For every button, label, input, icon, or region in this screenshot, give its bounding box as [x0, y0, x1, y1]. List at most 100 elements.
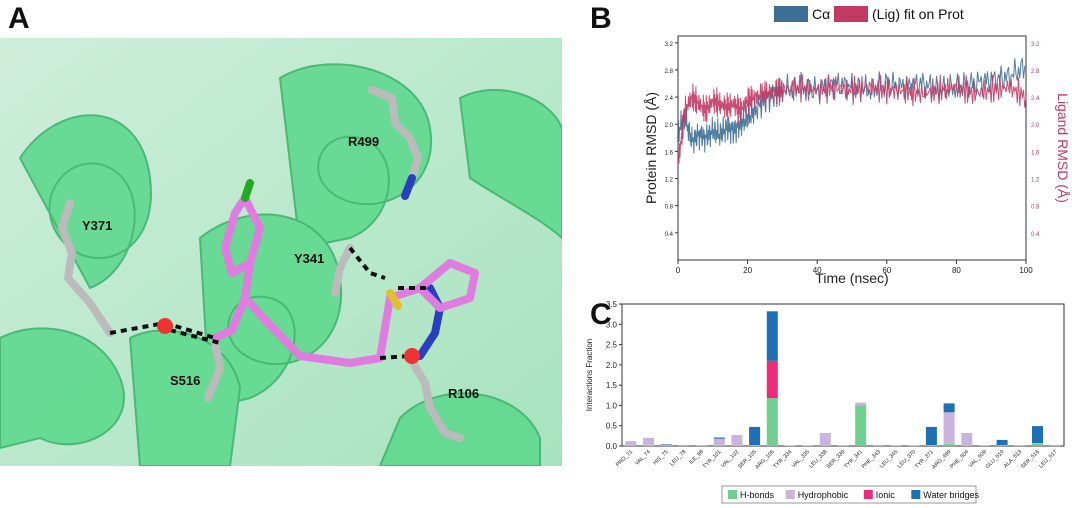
rmsd-y2-tick-label: 2.0	[1031, 123, 1040, 129]
bar-leu-338-hydrophobic	[819, 433, 831, 446]
sulfur-atom	[386, 289, 402, 310]
rmsd-x-tick-label: 0	[676, 266, 681, 275]
interactions-x-tick-label: LEU_517	[1038, 449, 1058, 469]
legend-label-h-bonds: H-bonds	[740, 490, 775, 500]
bar-tyr-101-hydrophobic	[713, 438, 725, 446]
interactions-y-tick-label: 0.5	[606, 422, 618, 431]
legend-swatch-h-bonds	[728, 490, 737, 499]
rmsd-y2-tick-label: 0.8	[1031, 205, 1040, 211]
interactions-x-tick-label: GLU_510	[985, 449, 1006, 470]
legend-swatch-ionic	[863, 490, 873, 499]
chlorine-atom	[241, 179, 254, 202]
panel-label-b: B	[590, 2, 612, 35]
water-molecule	[157, 318, 173, 334]
bar-his-75-water-bridges	[660, 444, 672, 446]
interactions-x-tick-label: PRO_71	[615, 449, 634, 468]
rmsd-y2-tick-label: 3.2	[1031, 42, 1040, 48]
panel-label-c: C	[590, 298, 612, 331]
bar-ala-513-hydrophobic	[1014, 445, 1026, 446]
bar-phe-343-hydrophobic	[872, 444, 884, 446]
rmsd-x-tick-label: 60	[882, 266, 891, 275]
rmsd-x-tick-label: 80	[952, 266, 961, 275]
bar-his-75-hydrophobic	[660, 445, 672, 446]
interactions-x-tick-label: VAL_74	[634, 449, 652, 467]
bar-arg-499-h-bonds	[943, 444, 955, 446]
interactions-y-tick-label: 1.0	[606, 401, 618, 410]
interactions-y-tick-label: 2.0	[606, 361, 618, 370]
interactions-x-tick-label: HIS_75	[652, 449, 669, 466]
legend-label-ionic: Ionic	[876, 490, 896, 500]
interactions-y-axis-label: Interactions Fraction	[585, 339, 594, 411]
rmsd-series-line-calpha	[677, 57, 1027, 154]
interactions-x-tick-label: SER_516	[1020, 449, 1041, 470]
bar-val-509-hydrophobic	[979, 445, 990, 446]
rmsd-y2-tick-label: 2.8	[1031, 69, 1040, 75]
legend-swatch-lig	[834, 6, 868, 22]
bar-val-74-hydrophobic	[643, 437, 654, 446]
rmsd-y-tick-label: 2.8	[665, 69, 674, 75]
rmsd-series	[677, 57, 1027, 164]
bar-tyr-341-h-bonds	[855, 405, 867, 446]
residue-label-r106: R106	[448, 386, 479, 401]
bar-ser-339-hydrophobic	[837, 445, 849, 446]
bar-ser-516-water-bridges	[1032, 426, 1043, 444]
rmsd-y-tick-label: 2.0	[665, 123, 674, 129]
rmsd-y-tick-label: 0.8	[665, 205, 674, 211]
residue-label-y341: Y341	[294, 251, 324, 266]
interactions-y-tick-label: 3.5	[606, 300, 618, 309]
rmsd-y-axis-label: Protein RMSD (Å)	[643, 92, 659, 204]
interactions-legend: H-bonds Hydrophobic Ionic Water bridges	[721, 485, 979, 504]
bar-ser-516-h-bonds	[1032, 444, 1043, 446]
rmsd-y2-tick-label: 1.2	[1031, 178, 1040, 184]
legend-swatch-calpha	[774, 6, 808, 22]
bar-tyr-371-hydrophobic	[925, 445, 937, 446]
interactions-y-tick-label: 1.5	[606, 381, 618, 390]
rmsd-legend: Cα (Lig) fit on Prot	[774, 6, 964, 22]
rmsd-axes: 0 20 40 60 80 100 0.4 0.4 0.8 0.8 1.2 1.2 1.6 1.6 2.0 2…	[665, 42, 1040, 275]
interactions-x-tick-label: ARG_106	[754, 449, 775, 470]
bar-tyr-371-water-bridges	[925, 426, 937, 446]
rmsd-y2-tick-label: 0.4	[1031, 232, 1040, 238]
rmsd-x-axis-label: Time (nsec)	[815, 270, 888, 286]
rmsd-y-tick-label: 3.2	[665, 42, 674, 48]
rmsd-x-tick-label: 100	[1019, 266, 1033, 275]
interactions-x-tick-label: TYR_101	[702, 449, 723, 470]
legend-swatch-hydrophobic	[785, 490, 795, 499]
bar-arg-106-water-bridges	[766, 311, 778, 361]
bar-tyr-341-hydrophobic	[855, 402, 867, 406]
legend-label-hydrophobic: Hydrophobic	[798, 490, 849, 500]
interactions-plot-frame	[621, 303, 1065, 447]
interactions-y-tick-label: 2.5	[606, 341, 618, 350]
rmsd-x-tick-label: 20	[743, 266, 752, 275]
rmsd-y2-axis-label: Ligand RMSD (Å)	[1055, 93, 1071, 203]
bar-ile-98-hydrophobic	[696, 445, 708, 446]
interactions-y-tick-label: 0.0	[606, 442, 618, 451]
interactions-y-tick-label: 3.0	[606, 320, 618, 329]
residue-sticks	[58, 86, 464, 442]
rmsd-y-tick-label: 1.6	[665, 150, 674, 156]
bar-arg-106-ionic	[766, 360, 778, 399]
bar-phe-504-hydrophobic	[961, 433, 973, 446]
bar-leu-517-hydrophobic	[1049, 444, 1061, 446]
bar-glu-510-hydrophobic	[996, 445, 1008, 446]
panel-label-a: A	[8, 2, 30, 35]
interactions-x-tick-label: LEU_78	[669, 449, 687, 467]
rmsd-plot-frame	[677, 35, 1027, 261]
rmsd-y2-tick-label: 1.6	[1031, 150, 1040, 156]
interactions-x-tick-label: SER_339	[826, 449, 847, 470]
helix-ribbons	[0, 63, 562, 466]
ligand-sticks	[211, 194, 479, 367]
rmsd-y-tick-label: 0.4	[665, 232, 674, 238]
bar-glu-510-water-bridges	[996, 439, 1008, 446]
interactions-x-tick-label: ILE_98	[688, 449, 705, 466]
interactions-x-tick-label: TYR_334	[773, 449, 794, 470]
bar-leu-78-hydrophobic	[678, 444, 690, 446]
rmsd-y2-tick-label: 2.4	[1031, 96, 1040, 102]
interactions-x-tick-label: PHE_504	[949, 449, 970, 470]
legend-swatch-water-bridges	[911, 490, 921, 499]
interactions-axes: 0.0 0.5 1.0 1.5 2.0 2.5 3.0 3.5 PRO_71 VAL_74 HIS_…	[606, 300, 1059, 470]
bar-arg-499-water-bridges	[943, 403, 955, 413]
rmsd-chart: Cα (Lig) fit on Prot 0 20 40 60 80 100 0.4 0.4 0…	[643, 6, 1071, 286]
interactions-x-tick-label: PHE_343	[861, 449, 882, 470]
rmsd-x-tick-label: 40	[813, 266, 822, 275]
